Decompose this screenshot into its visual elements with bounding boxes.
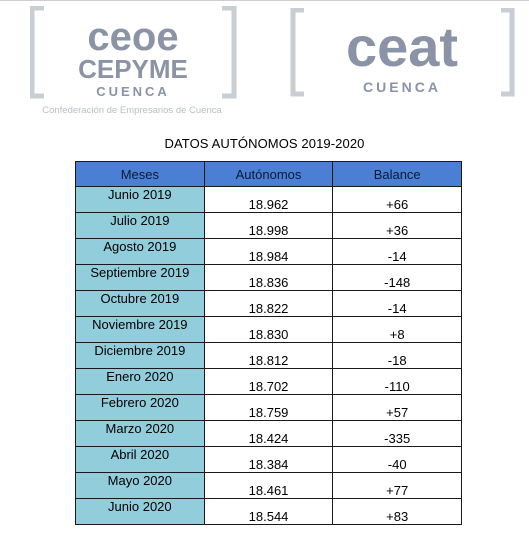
cell-month: Junio 2020: [75, 498, 205, 525]
cell-month: Marzo 2020: [75, 420, 205, 447]
cell-month: Junio 2019: [75, 186, 205, 213]
cell-autonomos: 18.998: [203, 212, 334, 239]
top-border: [0, 0, 529, 1]
cell-autonomos: 18.822: [203, 290, 334, 317]
cell-balance: +57: [332, 394, 462, 421]
cell-month: Octubre 2019: [75, 290, 205, 317]
table-row: Mayo 2020 18.461 +77: [75, 472, 462, 499]
ceat-logo: ceat CUENCA: [290, 8, 515, 97]
cell-autonomos: 18.424: [203, 420, 334, 447]
cell-autonomos: 18.702: [203, 368, 334, 395]
table-row: Noviembre 2019 18.830 +8: [75, 316, 462, 343]
cell-month: Enero 2020: [75, 368, 205, 395]
cell-month: Noviembre 2019: [75, 316, 205, 343]
cell-autonomos: 18.984: [203, 238, 334, 265]
autonomos-table: Meses Autónomos Balance Junio 2019 18.96…: [75, 161, 462, 525]
table-row: Octubre 2019 18.822 -14: [75, 290, 462, 317]
cell-month: Agosto 2019: [75, 238, 205, 265]
cell-balance: +8: [332, 316, 462, 343]
table-row: Junio 2019 18.962 +66: [75, 186, 462, 213]
cell-balance: +36: [332, 212, 462, 239]
logo-left-line2: CEPYME: [78, 54, 188, 84]
cell-autonomos: 18.830: [203, 316, 334, 343]
logo-left-line3: CUENCA: [96, 84, 170, 99]
table-row: Diciembre 2019 18.812 -18: [75, 342, 462, 369]
cell-month: Abril 2020: [75, 446, 205, 473]
table-row: Enero 2020 18.702 -110: [75, 368, 462, 395]
logo-right-line2: CUENCA: [363, 79, 441, 95]
cell-balance: -14: [332, 238, 462, 265]
header-balance: Balance: [332, 161, 462, 187]
cell-balance: -40: [332, 446, 462, 473]
logo-left-line1: ceoe: [87, 15, 178, 59]
cell-month: Mayo 2020: [75, 472, 205, 499]
table-row: Marzo 2020 18.424 -335: [75, 420, 462, 447]
cell-balance: -14: [332, 290, 462, 317]
table-row: Junio 2020 18.544 +83: [75, 498, 462, 525]
table-row: Julio 2019 18.998 +36: [75, 212, 462, 239]
cell-balance: +77: [332, 472, 462, 499]
cell-balance: -148: [332, 264, 462, 291]
table-row: Abril 2020 18.384 -40: [75, 446, 462, 473]
cell-balance: +66: [332, 186, 462, 213]
logo-left-tagline: Confederación de Empresarios de Cuenca: [42, 105, 222, 116]
table-row: Febrero 2020 18.759 +57: [75, 394, 462, 421]
cell-month: Septiembre 2019: [75, 264, 205, 291]
cell-balance: +83: [332, 498, 462, 525]
header-autonomos: Autónomos: [203, 161, 334, 187]
cell-balance: -18: [332, 342, 462, 369]
cell-autonomos: 18.836: [203, 264, 334, 291]
table-row: Septiembre 2019 18.836 -148: [75, 264, 462, 291]
cell-autonomos: 18.384: [203, 446, 334, 473]
table-title: DATOS AUTÓNOMOS 2019-2020: [164, 136, 365, 151]
table-row: Agosto 2019 18.984 -14: [75, 238, 462, 265]
cell-month: Febrero 2020: [75, 394, 205, 421]
cell-autonomos: 18.461: [203, 472, 334, 499]
cell-balance: -110: [332, 368, 462, 395]
cell-autonomos: 18.544: [203, 498, 334, 525]
logo-right-line1: ceat: [346, 15, 458, 78]
ceoe-cepyme-logo: ceoe CEPYME CUENCA Confederación de Empr…: [30, 6, 237, 116]
table-header-row: Meses Autónomos Balance: [75, 161, 462, 187]
cell-autonomos: 18.962: [203, 186, 334, 213]
cell-autonomos: 18.759: [203, 394, 334, 421]
header-meses: Meses: [75, 161, 205, 187]
cell-balance: -335: [332, 420, 462, 447]
cell-month: Diciembre 2019: [75, 342, 205, 369]
cell-autonomos: 18.812: [203, 342, 334, 369]
cell-month: Julio 2019: [75, 212, 205, 239]
